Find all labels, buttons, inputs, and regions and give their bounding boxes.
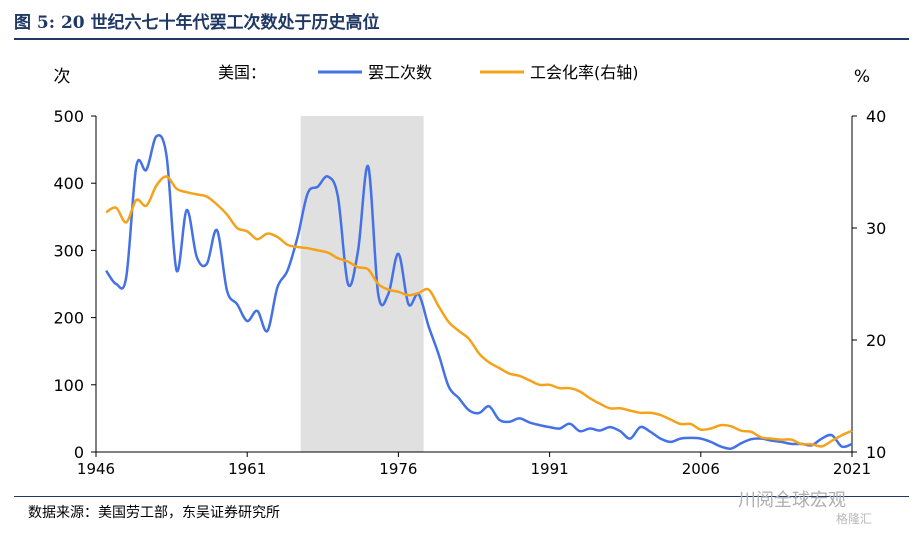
y-left-tick-label: 200 — [53, 309, 84, 328]
series-line-union-rate — [105, 175, 853, 448]
shaded-region-layer — [300, 116, 424, 452]
x-tick-label: 1991 — [531, 460, 569, 478]
y-right-unit: % — [854, 67, 870, 87]
legend-label-0: 罢工次数 — [368, 63, 432, 82]
shaded-region — [300, 116, 424, 452]
x-tick-label: 1961 — [228, 460, 266, 478]
series-line-strikes — [105, 133, 853, 450]
y-left-tick-label: 400 — [53, 174, 84, 193]
legend-label-1: 工会化率(右轴) — [530, 63, 639, 82]
y-left-tick-label: 100 — [53, 376, 84, 395]
x-tick-label: 2006 — [682, 460, 720, 478]
title-divider — [14, 38, 909, 40]
y-right-tick-label: 10 — [866, 443, 886, 462]
watermark-sub: 格隆汇 — [836, 512, 873, 526]
y-right-tick-label: 40 — [866, 107, 886, 126]
watermark: 川阅全球宏观 — [738, 490, 846, 511]
legend: 美国： 罢工次数 工会化率(右轴) — [218, 63, 639, 82]
axes-layer: 0 100 200 300 400 500 10 20 30 40 1946 1961 1976 1991… — [53, 67, 886, 478]
y-right-tick-label: 20 — [866, 331, 886, 350]
y-left-tick-label: 500 — [53, 107, 84, 126]
x-tick-label: 2021 — [833, 460, 871, 478]
y-left-tick-label: 300 — [53, 241, 84, 260]
y-right-tick-label: 30 — [866, 219, 886, 238]
x-tick-label: 1976 — [379, 460, 417, 478]
y-left-unit: 次 — [54, 67, 71, 87]
series-layer — [105, 133, 853, 450]
bottom-divider — [14, 496, 909, 497]
y-left-tick-label: 0 — [74, 443, 84, 462]
x-tick-label: 1946 — [77, 460, 115, 478]
figure-title: 图 5: 20 世纪六七十年代罢工次数处于历史高位 — [14, 13, 380, 33]
legend-title: 美国： — [218, 63, 266, 82]
source-note: 数据来源：美国劳工部，东吴证券研究所 — [28, 505, 280, 521]
